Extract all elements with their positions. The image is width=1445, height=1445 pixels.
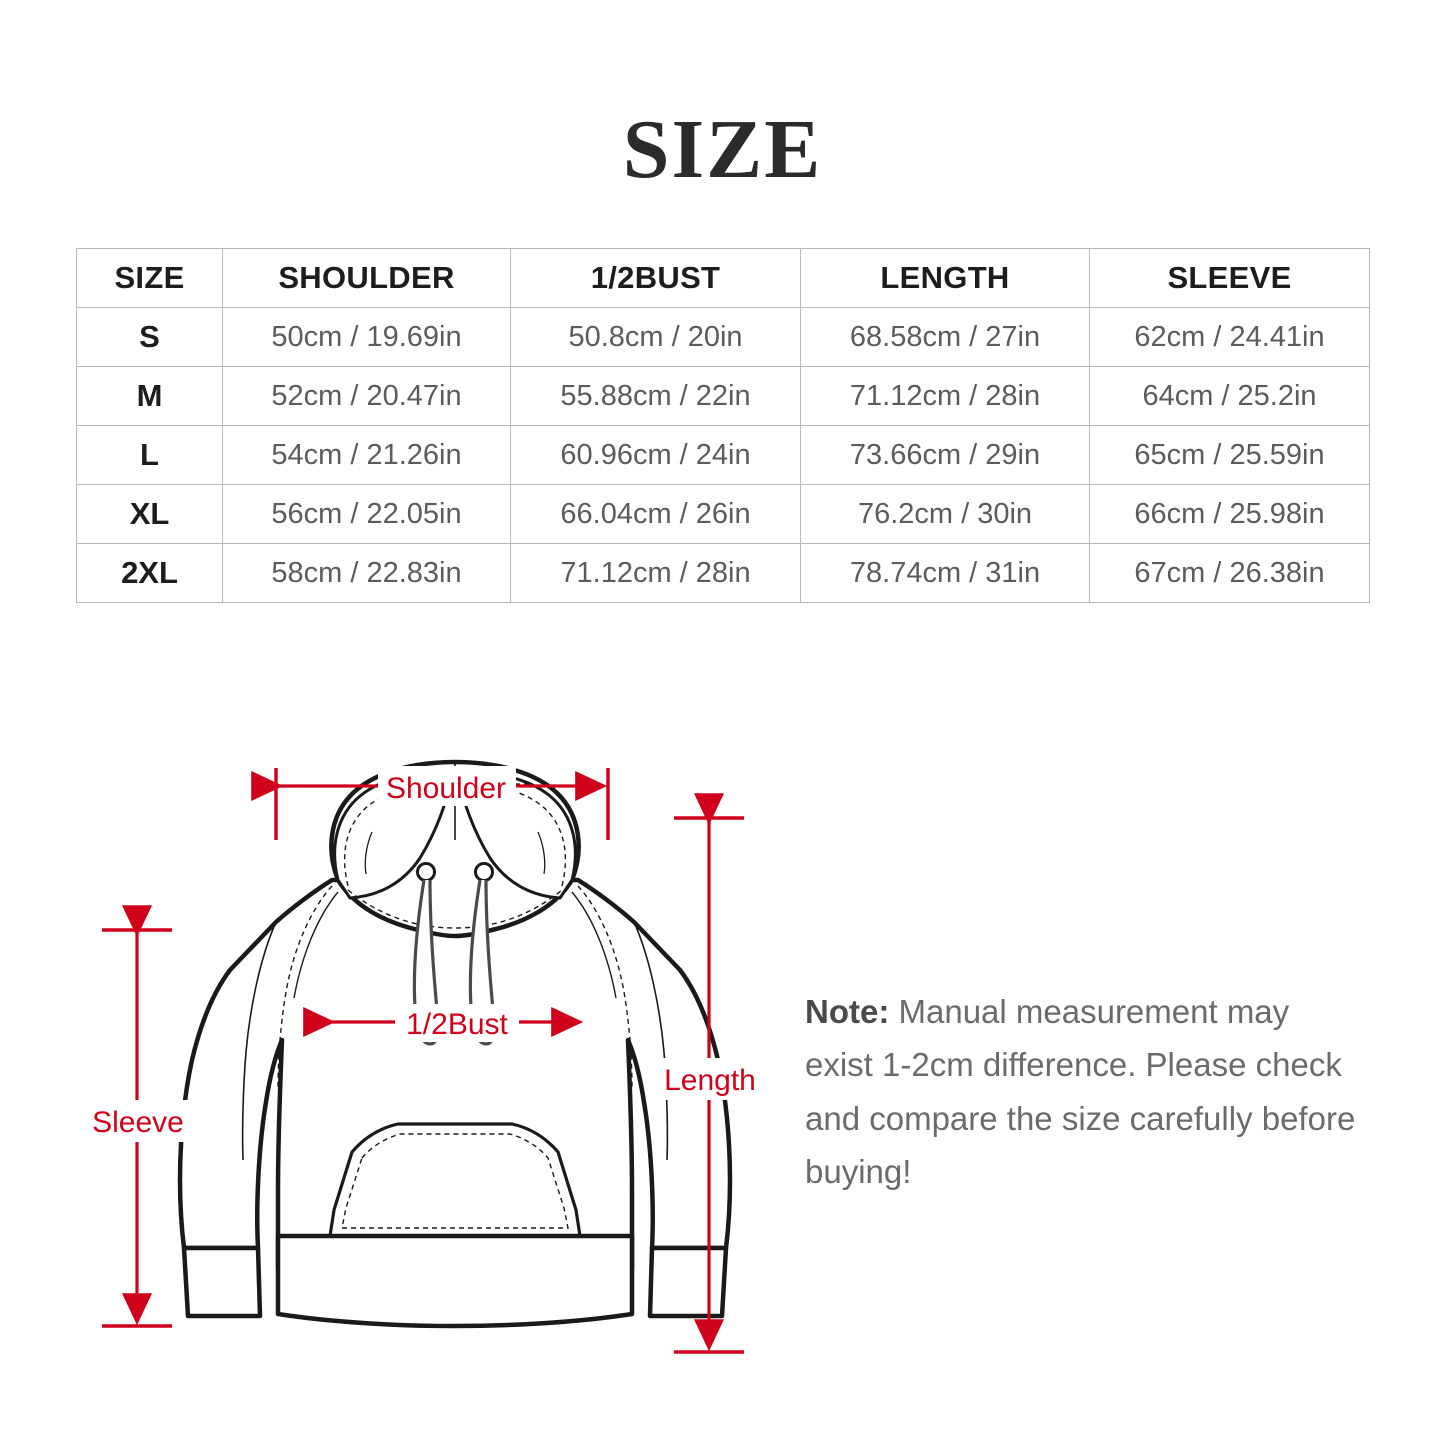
cell-sleeve: 64cm / 25.2in	[1089, 366, 1370, 426]
size-chart-container: SIZE SHOULDER 1/2BUST LENGTH SLEEVE S 50…	[76, 248, 1370, 603]
cell-size: M	[76, 366, 223, 426]
cell-sleeve: 66cm / 25.98in	[1089, 484, 1370, 544]
sleeve-seam-left	[241, 921, 277, 1161]
eyelet-left	[416, 862, 436, 882]
shoulder-line-right	[571, 891, 617, 999]
cell-sleeve: 65cm / 25.59in	[1089, 425, 1370, 485]
hoodie-illustration	[177, 759, 733, 1329]
cell-bust: 55.88cm / 22in	[510, 366, 801, 426]
table-row: XL 56cm / 22.05in 66.04cm / 26in 76.2cm …	[76, 484, 1370, 544]
note-block: Note: Manual measurement may exist 1-2cm…	[805, 985, 1365, 1199]
cell-bust: 71.12cm / 28in	[510, 543, 801, 603]
shoulder-line-left	[293, 891, 339, 999]
cuff-right	[647, 1245, 729, 1319]
measure-bust: 1/2Bust	[303, 1004, 584, 1042]
cell-length: 73.66cm / 29in	[800, 425, 1090, 485]
size-chart-table: SIZE SHOULDER 1/2BUST LENGTH SLEEVE S 50…	[76, 248, 1370, 603]
hem-rib	[275, 1233, 635, 1329]
table-row: L 54cm / 21.26in 60.96cm / 24in 73.66cm …	[76, 425, 1370, 485]
cell-shoulder: 50cm / 19.69in	[222, 307, 511, 367]
measure-sleeve: Sleeve	[86, 905, 190, 1328]
table-row: S 50cm / 19.69in 50.8cm / 20in 68.58cm /…	[76, 307, 1370, 367]
cell-sleeve: 62cm / 24.41in	[1089, 307, 1370, 367]
measurement-diagram: Shoulder 1/2Bust Length Sleeve	[80, 740, 780, 1380]
drawstring-left	[412, 879, 441, 1046]
note-label: Note:	[805, 993, 890, 1030]
armhole-stitch-left	[277, 885, 333, 1091]
page-title: SIZE	[622, 103, 823, 196]
shoulder-label: Shoulder	[386, 772, 506, 805]
table-header-row: SIZE SHOULDER 1/2BUST LENGTH SLEEVE	[76, 248, 1370, 308]
column-header-bust: 1/2BUST	[510, 248, 801, 308]
cell-length: 71.12cm / 28in	[800, 366, 1090, 426]
cell-shoulder: 58cm / 22.83in	[222, 543, 511, 603]
cell-sleeve: 67cm / 26.38in	[1089, 543, 1370, 603]
sleeve-label: Sleeve	[92, 1106, 184, 1139]
hood-crease-left	[364, 831, 373, 875]
cell-shoulder: 56cm / 22.05in	[222, 484, 511, 544]
kangaroo-pocket	[328, 1122, 582, 1238]
column-header-sleeve: SLEEVE	[1089, 248, 1370, 308]
eyelet-right	[474, 862, 494, 882]
cell-bust: 66.04cm / 26in	[510, 484, 801, 544]
neckline-seam	[347, 889, 563, 929]
cuff-left	[181, 1245, 263, 1319]
cell-size: XL	[76, 484, 223, 544]
cell-size: S	[76, 307, 223, 367]
measure-length: Length	[658, 793, 762, 1354]
cell-length: 78.74cm / 31in	[800, 543, 1090, 603]
cell-shoulder: 54cm / 21.26in	[222, 425, 511, 485]
sleeve-seam-right	[633, 921, 669, 1161]
note-text: Manual measurement may exist 1-2cm diffe…	[805, 993, 1356, 1191]
cell-bust: 60.96cm / 24in	[510, 425, 801, 485]
hood-crease-right	[537, 831, 546, 875]
bust-label: 1/2Bust	[406, 1008, 508, 1041]
table-row: 2XL 58cm / 22.83in 71.12cm / 28in 78.74c…	[76, 543, 1370, 603]
measure-shoulder: Shoulder	[251, 766, 610, 840]
cell-size: L	[76, 425, 223, 485]
cell-shoulder: 52cm / 20.47in	[222, 366, 511, 426]
table-row: M 52cm / 20.47in 55.88cm / 22in 71.12cm …	[76, 366, 1370, 426]
column-header-length: LENGTH	[800, 248, 1090, 308]
cell-size: 2XL	[76, 543, 223, 603]
column-header-size: SIZE	[76, 248, 223, 308]
cell-length: 68.58cm / 27in	[800, 307, 1090, 367]
drawstring-right	[468, 879, 497, 1046]
pocket-stitch	[341, 1133, 569, 1229]
armhole-stitch-right	[577, 885, 633, 1091]
column-header-shoulder: SHOULDER	[222, 248, 511, 308]
length-label: Length	[664, 1064, 756, 1097]
cell-bust: 50.8cm / 20in	[510, 307, 801, 367]
cell-length: 76.2cm / 30in	[800, 484, 1090, 544]
